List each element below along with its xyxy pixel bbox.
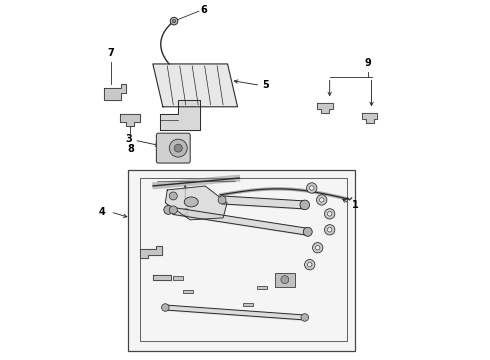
Text: 3: 3 <box>126 134 132 144</box>
Bar <box>173 276 183 279</box>
Text: 5: 5 <box>263 80 269 90</box>
Bar <box>141 178 346 341</box>
Polygon shape <box>141 246 162 258</box>
Circle shape <box>162 304 169 311</box>
Ellipse shape <box>184 197 198 207</box>
Text: 1: 1 <box>352 200 358 210</box>
Circle shape <box>324 225 335 235</box>
Bar <box>128 170 355 351</box>
Polygon shape <box>160 100 200 130</box>
Circle shape <box>164 206 173 214</box>
Bar <box>275 273 295 287</box>
Polygon shape <box>317 103 333 113</box>
FancyBboxPatch shape <box>156 133 190 163</box>
Circle shape <box>169 139 187 157</box>
Circle shape <box>308 262 312 267</box>
Polygon shape <box>103 84 126 100</box>
Polygon shape <box>165 186 227 220</box>
Circle shape <box>327 212 332 216</box>
Polygon shape <box>153 275 172 280</box>
Text: 7: 7 <box>107 49 114 58</box>
Bar <box>257 286 267 289</box>
Text: 2: 2 <box>182 208 189 218</box>
Circle shape <box>317 195 327 205</box>
Polygon shape <box>121 114 141 126</box>
Circle shape <box>327 228 332 232</box>
Text: 6: 6 <box>200 5 207 15</box>
Circle shape <box>313 243 323 253</box>
Circle shape <box>305 260 315 270</box>
Circle shape <box>170 17 178 25</box>
Circle shape <box>319 198 324 202</box>
Circle shape <box>172 19 176 23</box>
Circle shape <box>301 314 309 321</box>
Polygon shape <box>153 64 238 107</box>
Circle shape <box>310 186 314 190</box>
Circle shape <box>218 196 226 204</box>
Circle shape <box>324 209 335 219</box>
Text: 9: 9 <box>364 58 371 68</box>
Circle shape <box>303 227 312 236</box>
Circle shape <box>169 192 177 200</box>
Circle shape <box>281 276 289 284</box>
Polygon shape <box>362 113 377 123</box>
Bar <box>243 303 253 306</box>
Circle shape <box>169 206 177 214</box>
Text: 4: 4 <box>99 207 105 217</box>
Text: 8: 8 <box>127 144 134 154</box>
Bar <box>183 290 193 293</box>
Circle shape <box>307 183 317 193</box>
Circle shape <box>316 246 320 250</box>
Circle shape <box>174 144 182 152</box>
Circle shape <box>300 200 310 210</box>
